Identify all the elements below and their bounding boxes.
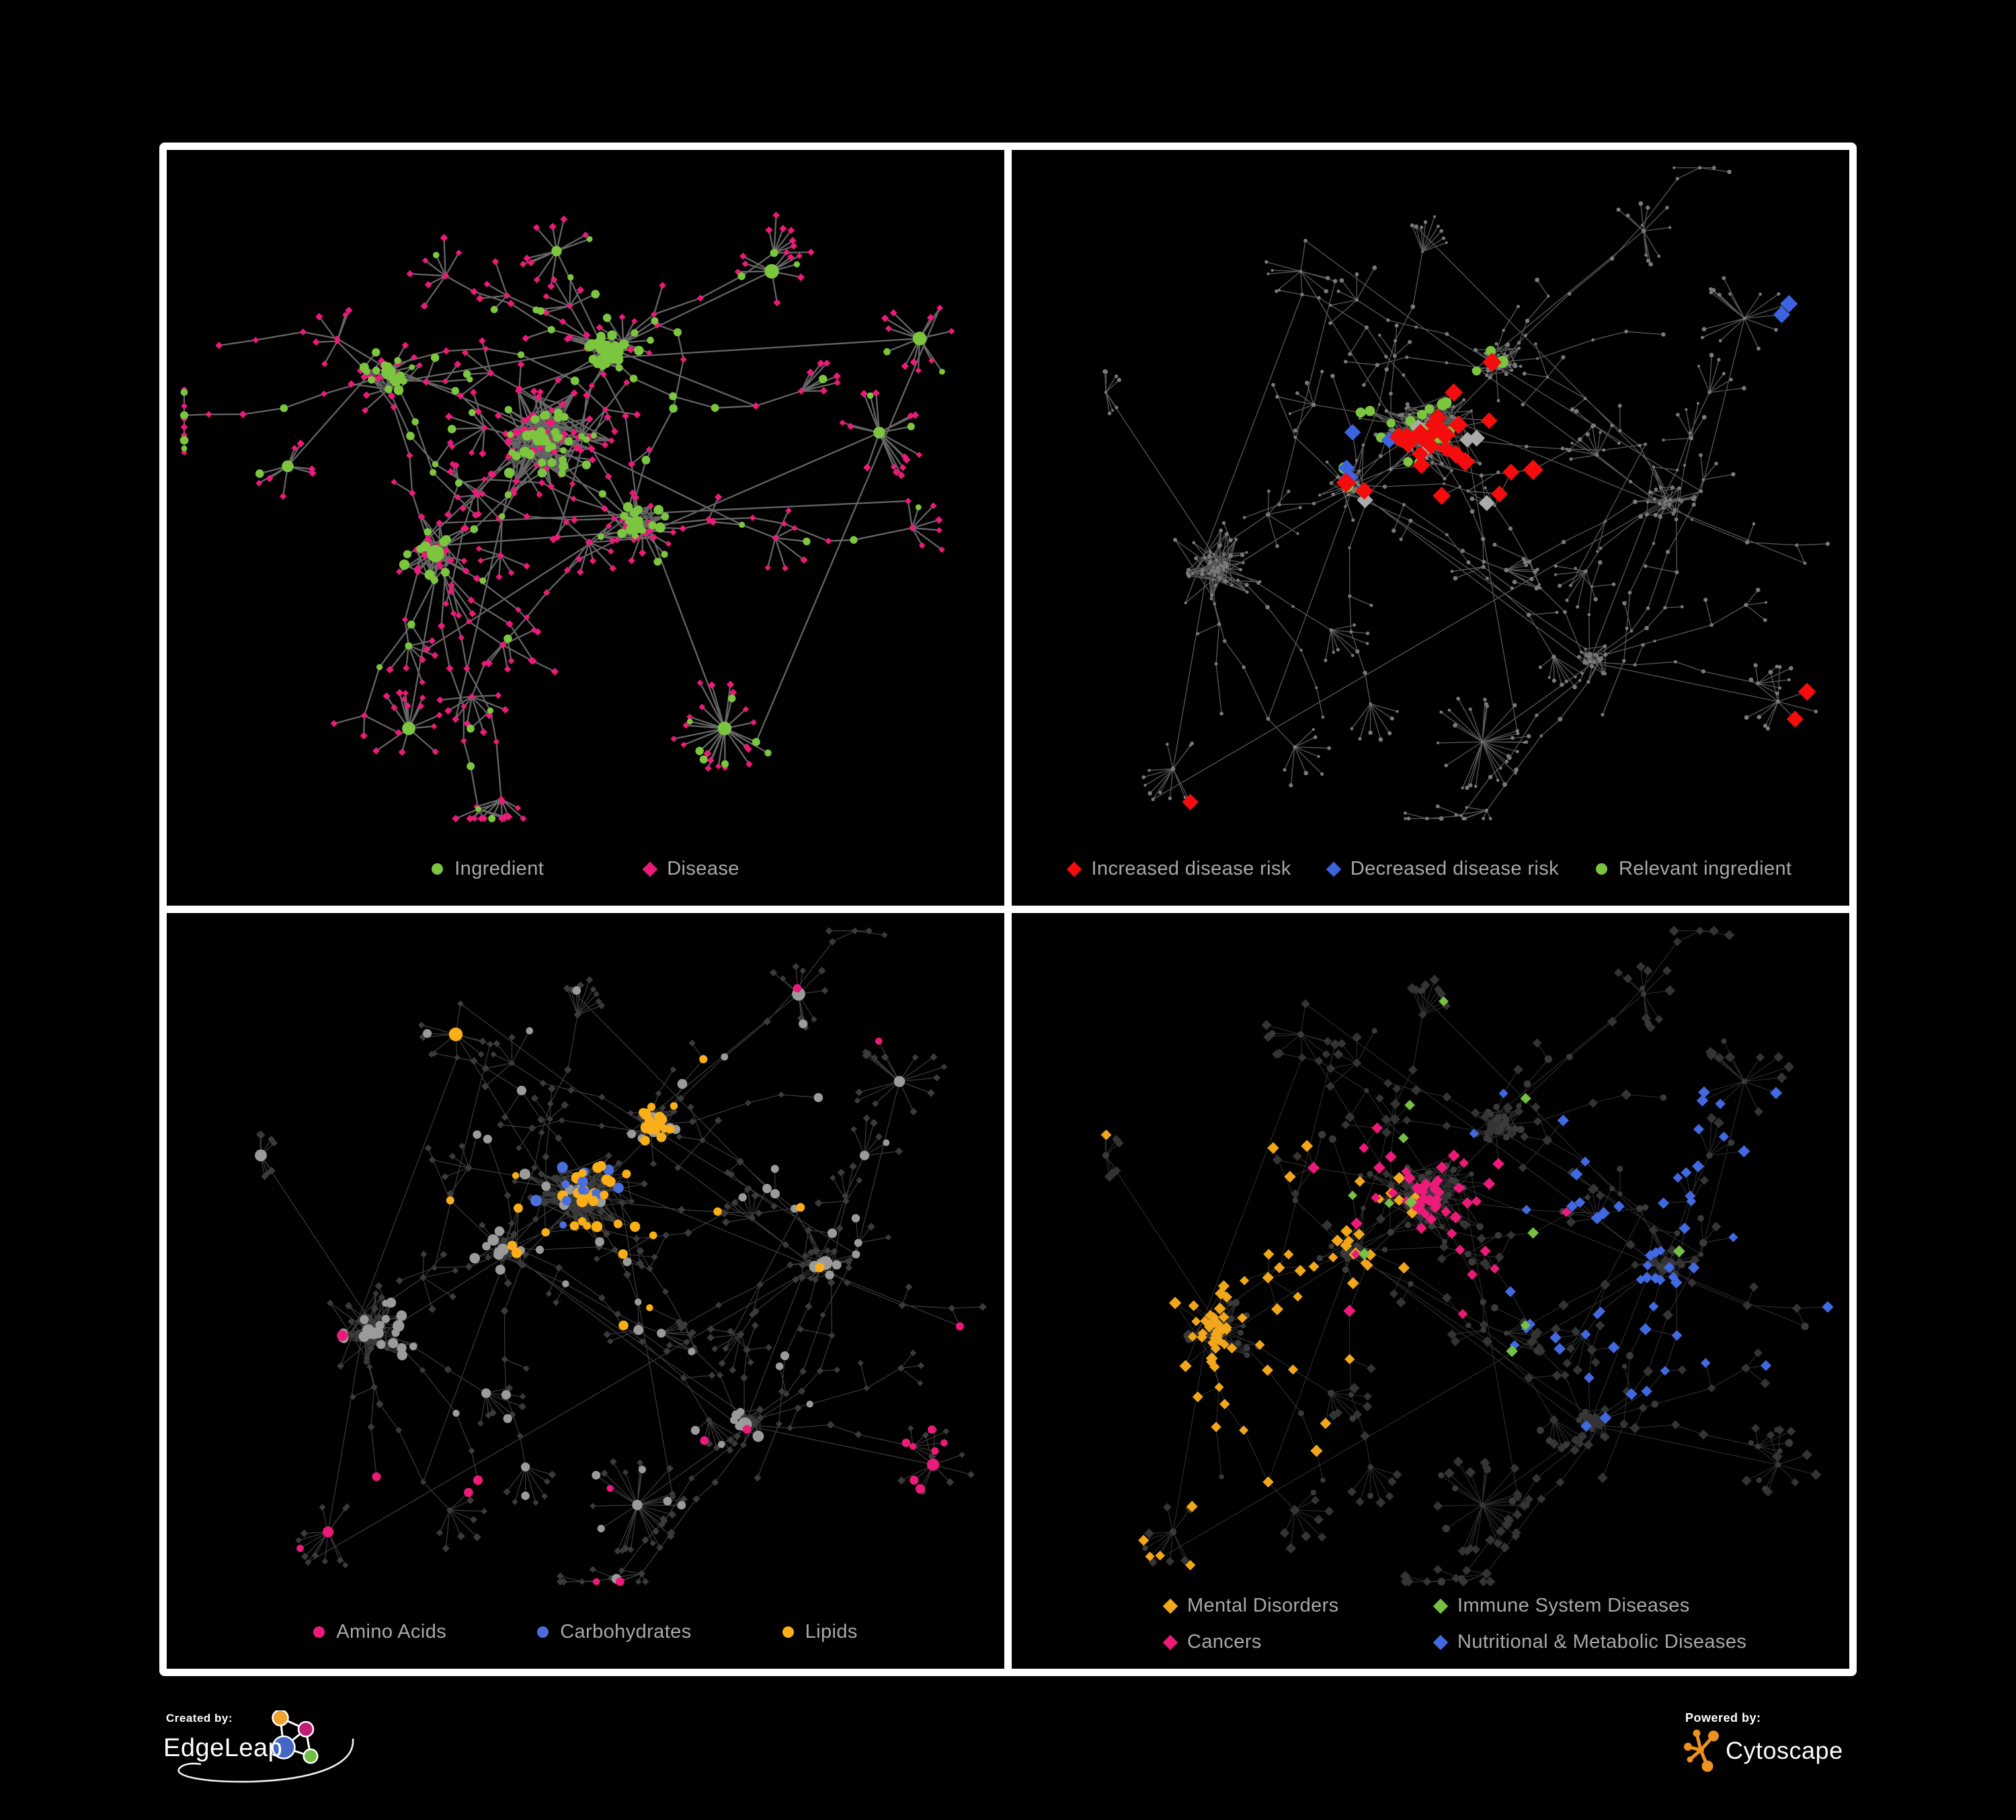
edgeleap-node-orange	[272, 1710, 289, 1727]
legend-marker-circle-icon	[537, 1626, 549, 1638]
legend-label: Disease	[667, 858, 739, 879]
legend-disease-classes: Mental Disorders Immune System Diseases Ca…	[1162, 1595, 1747, 1653]
network-graph-ingredient-disease	[179, 211, 955, 823]
legend-marker-circle-icon	[432, 863, 444, 875]
edgeleap-node-green	[303, 1748, 319, 1764]
legend-label: Cancers	[1187, 1631, 1262, 1653]
legend-item-immune-system-diseases: Immune System Diseases	[1433, 1595, 1746, 1617]
legend-marker-diamond-icon	[642, 861, 658, 877]
panel-ingredient-disease: Ingredient Disease	[167, 150, 1004, 906]
legend-label: Relevant ingredient	[1619, 858, 1792, 879]
legend-label: Nutritional & Metabolic Diseases	[1457, 1631, 1747, 1653]
legend-item-amino-acids: Amino Acids	[313, 1621, 446, 1643]
legend-item-ingredient: Ingredient	[432, 858, 544, 880]
legend-item-disease: Disease	[642, 858, 739, 880]
network-graph-nutrients	[255, 927, 987, 1586]
powered-by-label: Powered by:	[1685, 1711, 1761, 1725]
legend-item-relevant-ingredient: Relevant ingredient	[1596, 858, 1791, 880]
cytoscape-credit: Powered by: Cytoscape	[1683, 1710, 1898, 1784]
legend-label: Immune System Diseases	[1457, 1595, 1690, 1616]
legend-disease-risk: Increased disease risk Decreased disease …	[1012, 858, 1849, 880]
legend-label: Lipids	[805, 1621, 858, 1643]
legend-item-cancers: Cancers	[1162, 1631, 1435, 1653]
edgeleap-logo: Created by: EdgeLeap	[163, 1710, 354, 1783]
edgeleap-wordmark: EdgeLeap	[163, 1734, 282, 1762]
legend-item-decreased-disease-risk: Decreased disease risk	[1326, 858, 1560, 880]
panel-disease-risk: Increased disease risk Decreased disease …	[1012, 150, 1849, 906]
legend-item-increased-disease-risk: Increased disease risk	[1067, 858, 1291, 880]
legend-label: Amino Acids	[336, 1621, 447, 1643]
created-by-label: Created by:	[166, 1712, 233, 1725]
legend-item-lipids: Lipids	[782, 1621, 858, 1643]
figure-frame: Ingredient Disease Increased disease risk…	[159, 143, 1857, 1676]
legend-marker-circle-icon	[313, 1626, 325, 1638]
legend-ingredient-disease: Ingredient Disease	[167, 858, 1004, 880]
legend-marker-diamond-icon	[1433, 1634, 1449, 1650]
legend-marker-diamond-icon	[1326, 861, 1342, 877]
edgeleap-node-magenta	[297, 1720, 315, 1738]
edgeleap-swoosh	[177, 1738, 354, 1783]
cytoscape-wordmark: Cytoscape	[1726, 1737, 1843, 1764]
edgeleap-credit: Created by: EdgeLeap	[163, 1710, 392, 1811]
legend-marker-diamond-icon	[1067, 861, 1082, 877]
panel-nutrients: Amino Acids Carbohydrates Lipids	[167, 913, 1004, 1669]
legend-item-mental-disorders: Mental Disorders	[1162, 1595, 1435, 1617]
legend-label: Ingredient	[454, 858, 545, 879]
legend-marker-diamond-icon	[1162, 1598, 1178, 1614]
network-graph-disease-risk	[1102, 165, 1830, 821]
cytoscape-logo: Powered by: Cytoscape	[1684, 1711, 1843, 1772]
cytoscape-glyph	[1684, 1729, 1719, 1772]
network-graph-disease-classes	[1100, 925, 1834, 1587]
legend-label: Mental Disorders	[1187, 1595, 1339, 1616]
legend-label: Decreased disease risk	[1350, 858, 1560, 879]
legend-marker-circle-icon	[1596, 863, 1608, 875]
network-edges	[1104, 167, 1828, 820]
legend-label: Carbohydrates	[560, 1621, 692, 1643]
legend-label: Increased disease risk	[1091, 858, 1291, 879]
panel-disease-classes: Mental Disorders Immune System Diseases Ca…	[1012, 913, 1849, 1669]
legend-marker-circle-icon	[782, 1626, 794, 1638]
legend-item-carbohydrates: Carbohydrates	[537, 1621, 691, 1643]
legend-marker-diamond-icon	[1433, 1598, 1449, 1614]
legend-item-nutritional-metabolic-diseases: Nutritional & Metabolic Diseases	[1433, 1631, 1747, 1653]
legend-marker-diamond-icon	[1162, 1634, 1178, 1650]
edgeleap-node-blue	[272, 1735, 296, 1759]
legend-nutrients: Amino Acids Carbohydrates Lipids	[167, 1621, 1004, 1643]
